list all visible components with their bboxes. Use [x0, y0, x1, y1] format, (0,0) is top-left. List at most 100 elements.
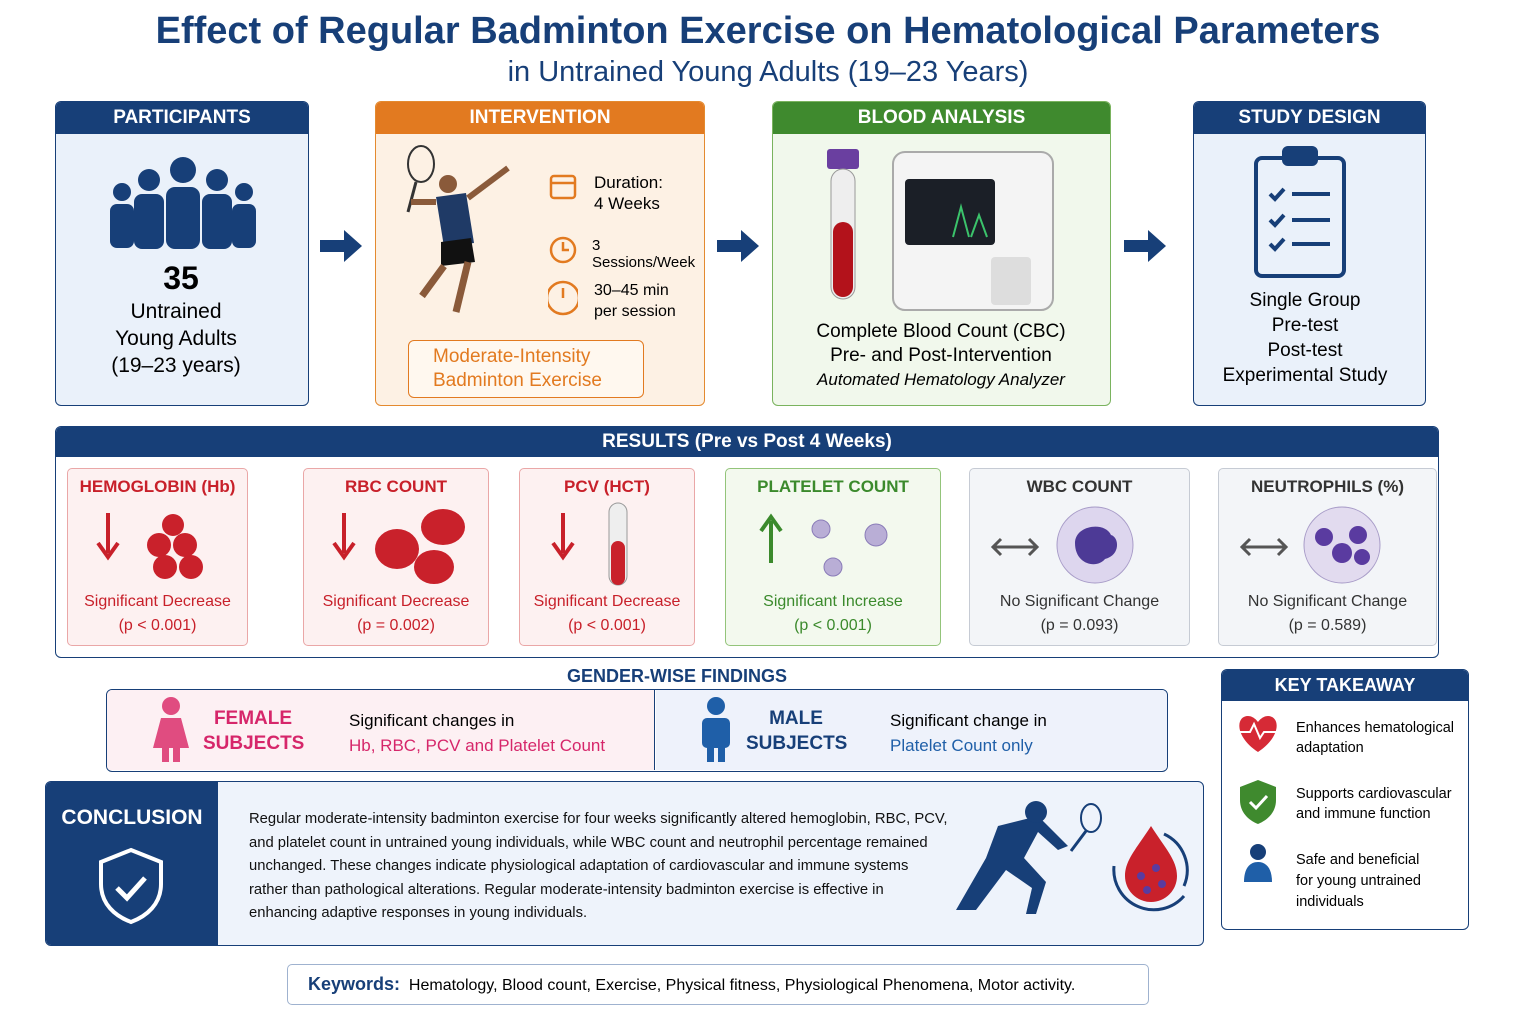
item-icons — [548, 174, 578, 316]
takeaway-item: Enhances hematological adaptation — [1296, 718, 1454, 758]
intervention-heading: INTERVENTION — [376, 102, 704, 134]
blood-box: BLOOD ANALYSIS Complete Blood Count (CBC… — [772, 101, 1111, 406]
gender-box: FEMALE SUBJECTS Significant changes in Hb,… — [106, 689, 1168, 772]
study-box: STUDY DESIGN Single Group Pre-test Post-t… — [1193, 101, 1426, 406]
result-name: PLATELET COUNT — [757, 477, 909, 496]
result-icon — [990, 506, 1134, 584]
results-box: RESULTS (Pre vs Post 4 Weeks) — [55, 426, 1439, 658]
line: Supports cardiovascular — [1296, 786, 1452, 802]
line: Significant changes in — [349, 711, 515, 730]
line: 4 Weeks — [594, 194, 660, 213]
result-name: PCV (HCT) — [564, 477, 650, 496]
male-panel: MALE SUBJECTS Significant change in Platel… — [656, 690, 1167, 770]
arrow — [1124, 230, 1166, 262]
clipboard-icon — [1254, 146, 1346, 278]
people-icon — [110, 157, 256, 249]
line: Enhances hematological — [1296, 720, 1454, 736]
analyzer-icon — [827, 149, 1054, 311]
result-icon — [332, 509, 465, 584]
title: Effect of Regular Badminton Exercise on … — [155, 10, 1381, 52]
female-text: Significant changes in Hb, RBC, PCV and P… — [349, 708, 605, 758]
conclusion-text: Regular moderate-intensity badminton exe… — [249, 808, 948, 926]
result-effect: Significant Decrease — [84, 593, 231, 610]
arrow — [717, 230, 759, 262]
result-effect: Significant Decrease — [533, 593, 681, 610]
line: Duration: — [594, 173, 663, 192]
female-icon — [153, 697, 189, 762]
result-icon — [551, 502, 628, 586]
female-panel: FEMALE SUBJECTS Significant changes in Hb,… — [107, 690, 655, 770]
takeaway-heading: KEY TAKEAWAY — [1222, 670, 1468, 701]
line: SUBJECTS — [203, 733, 305, 754]
line: Pre-test — [1271, 315, 1339, 336]
participants-box: PARTICIPANTS 35 Untrained Young Adults (… — [55, 101, 309, 406]
keywords-label: Keywords: — [308, 974, 401, 994]
line: MALE — [769, 708, 823, 729]
line: Platelet Count only — [890, 736, 1033, 755]
player-blood-icon — [956, 801, 1189, 914]
line: Pre- and Post-Intervention — [830, 345, 1052, 366]
takeaway-item: Safe and beneficial for young untrained in… — [1296, 850, 1421, 913]
line: and immune function — [1296, 806, 1431, 822]
line: Safe and beneficial — [1296, 852, 1420, 868]
result-card: RBC COUNT Significant Decrease (p = 0.00… — [303, 468, 489, 646]
intervention-label: Moderate-Intensity Badminton Exercise — [408, 340, 644, 398]
shield-icon — [99, 847, 163, 925]
result-p: (p = 0.589) — [1288, 617, 1367, 634]
result-p: (p = 0.093) — [1040, 617, 1119, 634]
line: Experimental Study — [1222, 365, 1388, 386]
participant-count: 35 — [163, 260, 199, 296]
line: Post-test — [1267, 340, 1343, 361]
result-card: HEMOGLOBIN (Hb) Significant Decrease (p … — [67, 468, 248, 646]
line: SUBJECTS — [746, 733, 848, 754]
line: FEMALE — [213, 708, 293, 729]
result-name: HEMOGLOBIN (Hb) — [79, 477, 236, 496]
result-effect: Significant Increase — [763, 593, 903, 610]
line: per session — [594, 303, 676, 320]
keywords-text: Hematology, Blood count, Exercise, Physi… — [408, 977, 1076, 994]
conclusion-heading: CONCLUSION — [61, 806, 203, 829]
results-heading: RESULTS (Pre vs Post 4 Weeks) — [56, 427, 1438, 457]
result-card: PCV (HCT) Significant Decrease (p < 0.00… — [519, 468, 695, 646]
player-icon — [406, 145, 510, 313]
line: Untrained — [130, 300, 222, 323]
line: and platelet count in untrained young in… — [249, 834, 928, 851]
female-label: FEMALE SUBJECTS — [203, 706, 305, 756]
study-heading: STUDY DESIGN — [1194, 102, 1425, 134]
result-p: (p = 0.002) — [357, 617, 435, 634]
line: Badminton Exercise — [433, 370, 602, 391]
line: adaptation — [1296, 740, 1364, 756]
line: enhancing adaptive responses in young in… — [249, 905, 588, 921]
result-name: NEUTROPHILS (%) — [1251, 477, 1404, 496]
intervention-box: INTERVENTION Duration: 4 Weeks 3 Sessions… — [375, 101, 705, 406]
line: Single Group — [1249, 290, 1361, 311]
line: Moderate-Intensity — [433, 346, 591, 367]
participants-heading: PARTICIPANTS — [56, 102, 308, 134]
conclusion-panel: CONCLUSION — [46, 782, 218, 945]
line: (19–23 years) — [111, 354, 241, 377]
blood-heading: BLOOD ANALYSIS — [773, 102, 1110, 134]
result-p: (p < 0.001) — [118, 617, 197, 634]
line: for young untrained — [1296, 873, 1421, 889]
arrow — [320, 230, 362, 262]
result-effect: No Significant Change — [1247, 593, 1408, 610]
line: individuals — [1296, 894, 1364, 910]
line: Automated Hematology Analyzer — [817, 370, 1065, 389]
line: Young Adults — [115, 327, 237, 350]
result-effect: No Significant Change — [999, 593, 1160, 610]
male-label: MALE SUBJECTS — [746, 706, 848, 756]
line: 30–45 min — [594, 282, 669, 299]
sessions: 3 Sessions/Week — [592, 237, 696, 271]
line: Complete Blood Count (CBC) — [816, 321, 1066, 342]
study-text: Single Group Pre-test Post-test Experiment… — [1194, 288, 1416, 388]
takeaway-icons — [1238, 716, 1278, 882]
subtitle: in Untrained Young Adults (19–23 Years) — [507, 56, 1029, 88]
line: Hb, RBC, PCV and Platelet Count — [349, 736, 606, 755]
result-p: (p < 0.001) — [794, 617, 872, 634]
takeaway-item: Supports cardiovascular and immune functi… — [1296, 784, 1452, 824]
session-length: 30–45 min per session — [594, 280, 676, 322]
line: rather than pathological alterations. Re… — [249, 881, 884, 898]
result-card: WBC COUNT No Significant Change (p = 0.0… — [969, 468, 1190, 646]
participant-desc: Untrained Young Adults (19–23 years) — [56, 298, 296, 379]
